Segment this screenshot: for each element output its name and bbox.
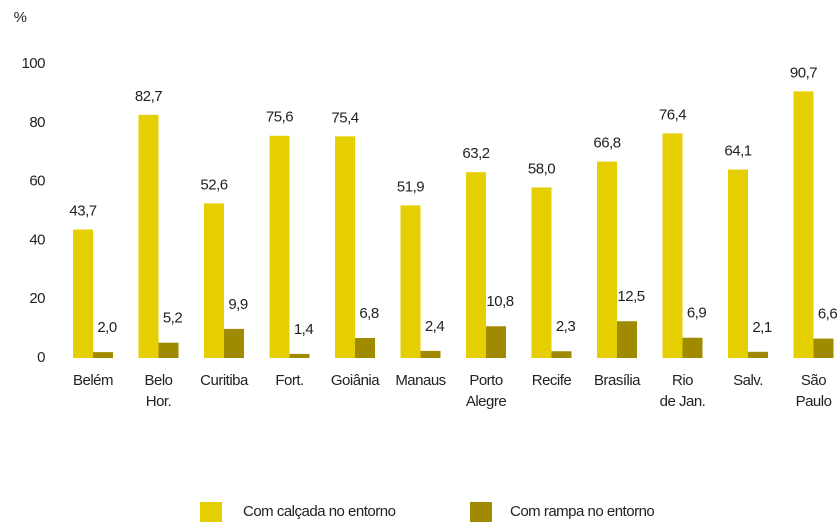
value-label: 6,9 [687,305,707,322]
value-label: 66,8 [593,135,620,152]
value-label: 82,7 [135,88,162,105]
value-label: 2,0 [97,319,117,336]
bar [597,161,617,358]
legend-swatch [470,502,492,522]
x-tick-label: Manaus [395,372,445,389]
x-tick-label: Curitiba [200,372,249,389]
x-tick-label: Recife [532,372,572,389]
bar [204,203,224,358]
x-tick-label: Belo [144,372,172,389]
bar [138,114,159,358]
x-tick-label: Rio [672,372,693,389]
legend-label: Com rampa no entorno [510,503,654,520]
bar [73,229,93,358]
bar [551,351,572,358]
value-label: 6,8 [359,305,379,322]
x-tick-label: Brasília [594,372,641,389]
y-axis-label: % [14,9,27,26]
bar [158,342,179,358]
bar [335,136,355,358]
y-tick-label: 20 [29,290,45,307]
y-tick-label: 100 [21,55,45,72]
value-label: 76,4 [659,106,686,123]
x-tick-label: Goiânia [331,372,380,389]
value-label: 5,2 [163,310,183,327]
value-label: 6,6 [818,306,838,323]
x-tick-label: Alegre [466,393,507,410]
x-tick-label: Salv. [733,372,763,389]
value-label: 58,0 [528,160,555,177]
y-tick-label: 60 [29,173,45,190]
value-label: 63,2 [462,145,489,162]
x-tick-label: Porto [469,372,503,389]
value-label: 10,8 [486,293,513,310]
value-label: 90,7 [790,64,817,81]
value-label: 2,3 [556,318,576,335]
x-tick-label: São [801,372,826,389]
x-tick-label: Belém [73,372,113,389]
value-label: 51,9 [397,178,424,195]
y-tick-label: 0 [37,349,45,366]
y-tick-label: 80 [29,114,45,131]
bar [420,350,441,358]
value-label: 52,6 [200,176,227,193]
value-label: 1,4 [294,321,314,338]
bar [355,338,375,358]
x-tick-label: Fort. [275,372,303,389]
value-label: 9,9 [228,296,248,313]
bar [93,352,113,358]
bar [486,326,506,358]
bar [813,338,834,358]
x-tick-label: Hor. [146,393,172,410]
legend-label: Com calçada no entorno [243,503,396,520]
bar [224,328,244,358]
bar [793,91,814,358]
value-label: 12,5 [617,288,644,305]
y-tick-label: 40 [29,231,45,248]
x-tick-label: de Jan. [660,393,706,410]
value-label: 75,6 [266,109,293,126]
bar [289,353,310,358]
bar [617,321,637,358]
bar [531,187,552,358]
value-label: 43,7 [69,202,96,219]
x-tick-label: Paulo [796,393,832,410]
bar [269,135,290,358]
value-label: 2,1 [752,319,772,336]
value-label: 2,4 [425,318,445,335]
bar [466,172,486,358]
bar [728,169,748,358]
legend-swatch [200,502,222,522]
bar [662,133,683,358]
value-label: 64,1 [724,143,751,160]
value-label: 75,4 [331,109,358,126]
bar [748,351,768,358]
bar [400,205,421,358]
bar [682,337,703,358]
